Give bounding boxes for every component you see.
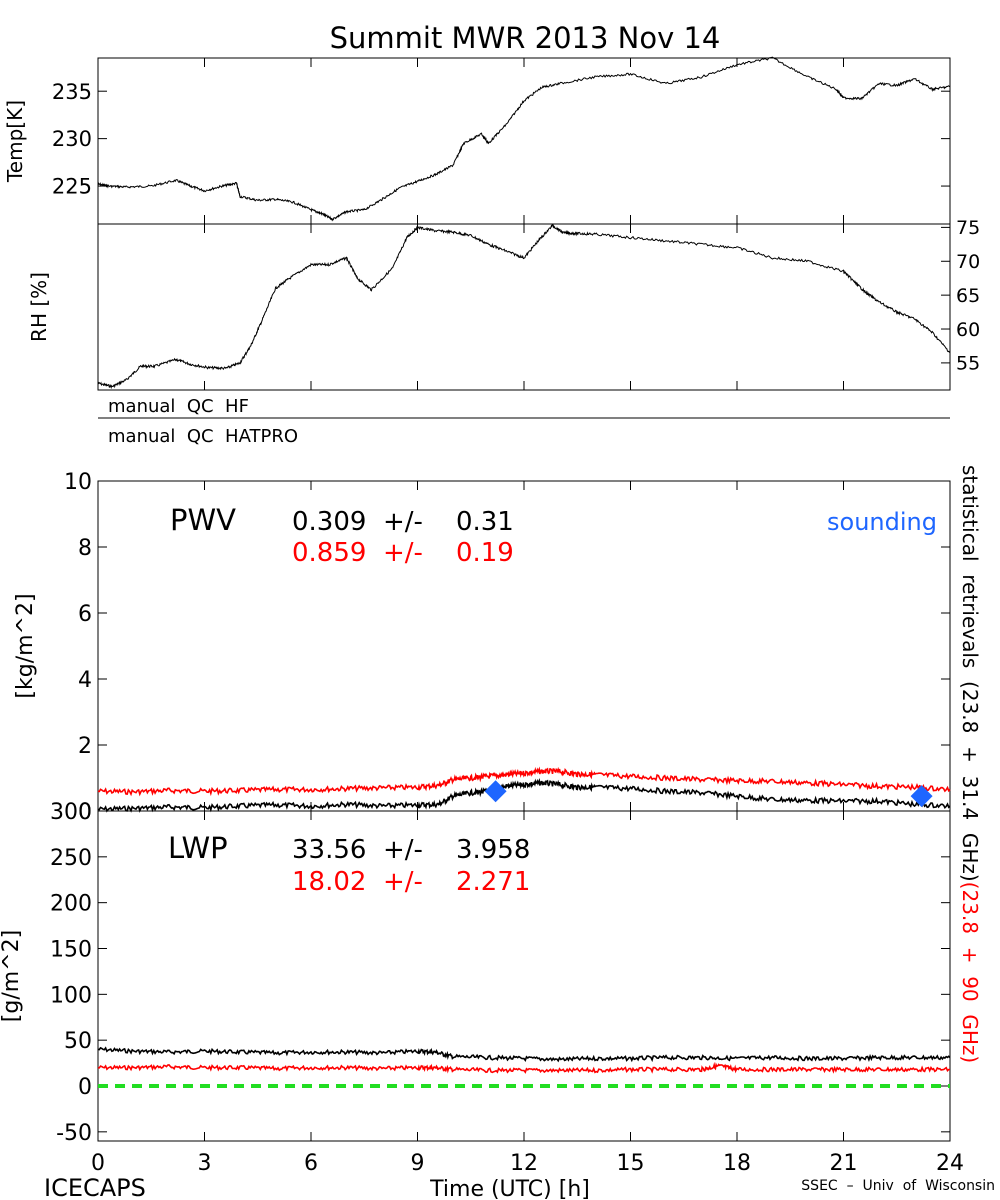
rh-ytick-label: 75 <box>956 217 980 239</box>
pwv-ytick-label: 2 <box>78 734 92 759</box>
xtick-label: 9 <box>411 1151 425 1176</box>
pwv-ytick-label: 10 <box>64 470 92 495</box>
lwp-ytick-label: 300 <box>50 800 92 825</box>
rh-panel-frame <box>97 223 951 391</box>
temp-ytick-label: 235 <box>52 80 92 104</box>
pwv-ylabel: [kg/m^2] <box>13 593 38 698</box>
pwv-ytick-label: 0 <box>78 800 92 825</box>
pwv-stat-red: 0.859 +/- 0.19 <box>292 538 514 568</box>
lwp-series-red <box>97 1061 950 1074</box>
side-label-black: statistical retrievals (23.8 + 31.4 GHz) <box>958 465 982 882</box>
xtick-label: 24 <box>936 1151 964 1176</box>
rh-ylabel: RH [%] <box>27 272 51 342</box>
lwp-ytick-label: 150 <box>50 937 92 962</box>
xtick-label: 18 <box>723 1151 751 1176</box>
pwv-series-black <box>97 777 951 813</box>
lwp-ylabel: [g/m^2] <box>0 930 24 1022</box>
qc-row-hatpro: manual QC HATPRO <box>108 426 298 447</box>
rh-ytick-label: 55 <box>956 353 980 375</box>
xtick-label: 12 <box>510 1151 538 1176</box>
footer-right: SSEC – Univ of Wisconsin <box>801 1178 995 1194</box>
lwp-series-black <box>97 1046 951 1063</box>
sounding-marker <box>484 780 507 803</box>
temp-ytick-label: 230 <box>52 127 92 151</box>
rh-ytick-label: 70 <box>956 251 980 273</box>
lwp-ytick-label: -50 <box>56 1121 92 1146</box>
pwv-ytick-label: 8 <box>78 536 92 561</box>
sounding-marker <box>910 785 933 808</box>
xtick-label: 21 <box>830 1151 858 1176</box>
temp-ylabel: Temp[K] <box>3 100 27 183</box>
side-label: statistical retrievals (23.8 + 31.4 GHz)… <box>958 465 982 1063</box>
pwv-stat-black: 0.309 +/- 0.31 <box>292 507 514 537</box>
lwp-stat-red: 18.02 +/- 2.271 <box>292 867 530 897</box>
chart-marks: 22523023555606570750246810-5005010015020… <box>50 56 980 1176</box>
qc-row-hf: manual QC HF <box>108 396 249 417</box>
temp-line <box>97 56 950 222</box>
lwp-ytick-label: 50 <box>64 1029 92 1054</box>
lwp-stat-black: 33.56 +/- 3.958 <box>292 835 530 865</box>
lwp-ytick-label: 0 <box>78 1075 92 1100</box>
lwp-ytick-label: 200 <box>50 892 92 917</box>
footer-left: ICECAPS <box>44 1174 146 1200</box>
rh-ytick-label: 65 <box>956 285 980 307</box>
xtick-label: 3 <box>198 1151 212 1176</box>
temp-ytick-label: 225 <box>52 175 92 199</box>
pwv-ytick-label: 4 <box>78 668 92 693</box>
lwp-ytick-label: 100 <box>50 983 92 1008</box>
rh-ytick-label: 60 <box>956 319 980 341</box>
pwv-series-red <box>97 766 951 797</box>
sounding-legend: sounding <box>827 508 937 536</box>
x-axis-label: Time (UTC) [h] <box>429 1177 590 1200</box>
rh-line <box>97 223 951 390</box>
lwp-panel-label: LWP <box>168 831 228 865</box>
xtick-label: 0 <box>91 1151 105 1176</box>
xtick-label: 6 <box>304 1151 318 1176</box>
lwp-ytick-label: 250 <box>50 846 92 871</box>
pwv-panel-label: PWV <box>170 503 236 537</box>
chart-title: Summit MWR 2013 Nov 14 <box>330 21 721 55</box>
pwv-ytick-label: 6 <box>78 602 92 627</box>
side-label-red: (23.8 + 90 GHz) <box>958 882 982 1064</box>
xtick-label: 15 <box>617 1151 645 1176</box>
